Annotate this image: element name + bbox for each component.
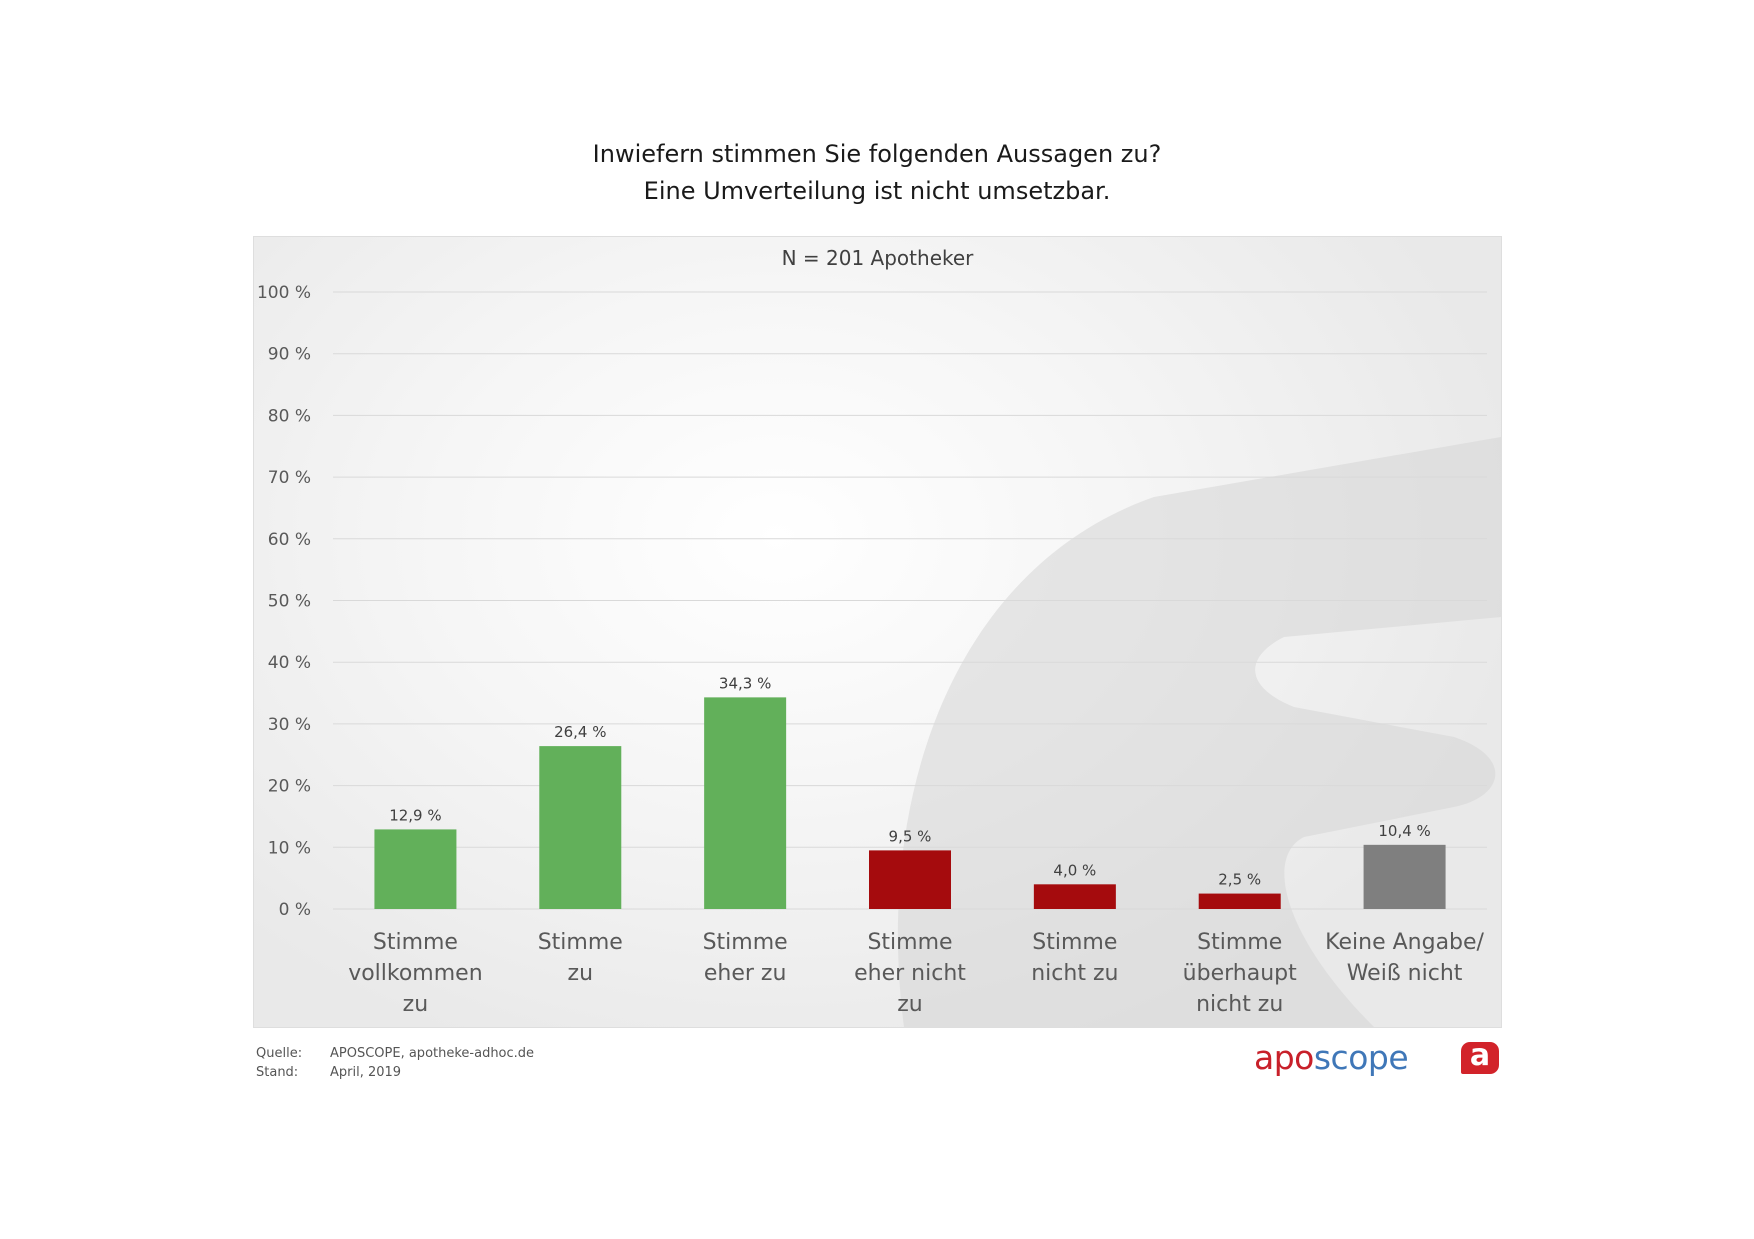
date-label: Stand: — [256, 1065, 299, 1080]
bar — [1363, 844, 1446, 909]
x-tick-label: nicht zu — [1031, 961, 1118, 986]
bar — [1198, 893, 1281, 909]
x-tick-label: Stimme — [1197, 930, 1282, 955]
watermark-shape — [897, 437, 1501, 1027]
bar — [1033, 884, 1116, 909]
y-tick-label: 90 % — [268, 345, 311, 365]
bar — [869, 850, 951, 909]
data-label: 34,3 % — [719, 674, 771, 692]
source-label: Quelle: — [256, 1046, 303, 1061]
x-tick-label: Stimme — [703, 930, 788, 955]
y-tick-label: 50 % — [268, 592, 311, 612]
y-tick-label: 10 % — [268, 838, 311, 858]
data-label: 2,5 % — [1218, 871, 1261, 889]
data-label: 9,5 % — [889, 827, 932, 845]
chart-subtitle: N = 201 Apotheker — [781, 246, 974, 270]
y-tick-label: 0 % — [279, 900, 311, 920]
y-tick-label: 80 % — [268, 406, 311, 426]
x-tick-label: Stimme — [1032, 930, 1117, 955]
x-tick-label: zu — [568, 961, 594, 986]
x-tick-label: Stimme — [373, 930, 458, 955]
logo-apo-text: apo — [1254, 1038, 1314, 1077]
chart-title-line2: Eine Umverteilung ist nicht umsetzbar. — [643, 177, 1111, 205]
y-tick-label: 70 % — [268, 468, 311, 488]
x-tick-label: vollkommen — [348, 961, 482, 986]
x-tick-label: Stimme — [867, 930, 952, 955]
apotheke-adhoc-logo-icon: a — [1461, 1041, 1499, 1074]
x-tick-label: Stimme — [538, 930, 623, 955]
bar — [539, 746, 622, 909]
data-label: 26,4 % — [554, 723, 606, 741]
x-tick-label: überhaupt — [1183, 961, 1297, 986]
x-tick-label: zu — [897, 992, 923, 1017]
x-tick-label: nicht zu — [1196, 992, 1283, 1017]
source-value: APOSCOPE, apotheke-adhoc.de — [330, 1046, 535, 1061]
date-value: April, 2019 — [330, 1065, 402, 1080]
y-tick-label: 20 % — [268, 777, 311, 797]
x-tick-label: eher zu — [704, 961, 787, 986]
y-tick-label: 30 % — [268, 715, 311, 735]
data-label: 12,9 % — [389, 806, 441, 824]
x-tick-label: eher nicht — [854, 961, 966, 986]
chart-title-line1: Inwiefern stimmen Sie folgenden Aussagen… — [592, 140, 1162, 168]
aposcope-logo: aposcope — [1254, 1038, 1409, 1077]
logo-scope-text: scope — [1313, 1038, 1409, 1077]
x-tick-label: zu — [403, 992, 429, 1017]
data-label: 4,0 % — [1053, 861, 1096, 879]
y-tick-label: 40 % — [268, 653, 311, 673]
x-tick-label: Weiß nicht — [1347, 961, 1463, 986]
y-tick-label: 100 % — [257, 283, 311, 303]
x-tick-label: Keine Angabe/ — [1325, 930, 1484, 955]
y-tick-label: 60 % — [268, 530, 311, 550]
bar — [704, 697, 787, 909]
chart-title: Inwiefern stimmen Sie folgenden Aussagen… — [0, 136, 1754, 210]
data-label: 10,4 % — [1378, 822, 1430, 840]
bar — [374, 829, 457, 909]
